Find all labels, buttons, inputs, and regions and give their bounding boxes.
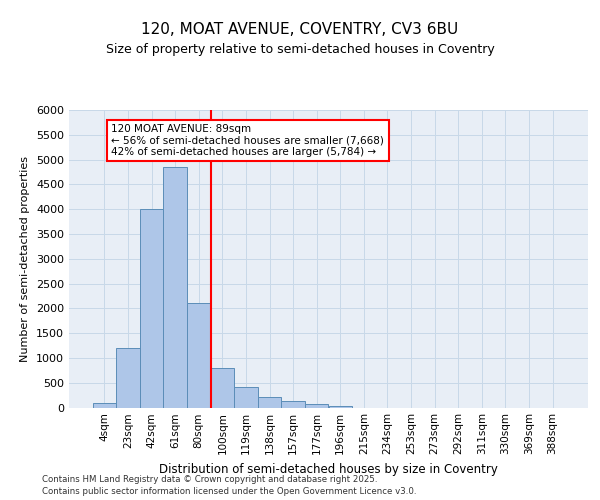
Text: 120, MOAT AVENUE, COVENTRY, CV3 6BU: 120, MOAT AVENUE, COVENTRY, CV3 6BU xyxy=(142,22,458,38)
Bar xyxy=(116,348,140,408)
Bar xyxy=(329,406,352,407)
Text: 120 MOAT AVENUE: 89sqm
← 56% of semi-detached houses are smaller (7,668)
42% of : 120 MOAT AVENUE: 89sqm ← 56% of semi-det… xyxy=(112,124,385,157)
Bar xyxy=(281,401,305,407)
Bar xyxy=(234,386,258,407)
Y-axis label: Number of semi-detached properties: Number of semi-detached properties xyxy=(20,156,31,362)
X-axis label: Distribution of semi-detached houses by size in Coventry: Distribution of semi-detached houses by … xyxy=(159,463,498,476)
Bar xyxy=(211,368,234,408)
Bar xyxy=(140,209,163,408)
Bar xyxy=(305,404,329,407)
Bar xyxy=(163,167,187,408)
Text: Size of property relative to semi-detached houses in Coventry: Size of property relative to semi-detach… xyxy=(106,42,494,56)
Text: Contains public sector information licensed under the Open Government Licence v3: Contains public sector information licen… xyxy=(42,486,416,496)
Bar xyxy=(92,402,116,407)
Text: Contains HM Land Registry data © Crown copyright and database right 2025.: Contains HM Land Registry data © Crown c… xyxy=(42,474,377,484)
Bar xyxy=(258,396,281,407)
Bar xyxy=(187,304,211,408)
